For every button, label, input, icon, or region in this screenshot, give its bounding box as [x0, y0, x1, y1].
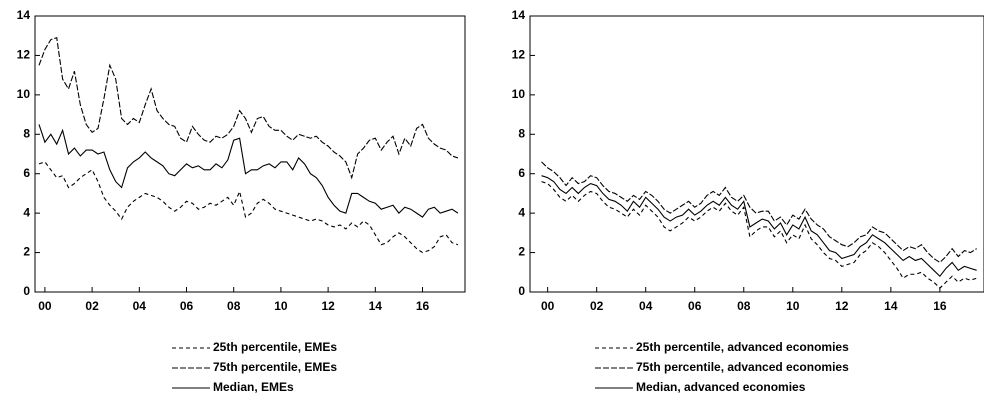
y-tick-label: 0 [518, 284, 525, 298]
series-line [38, 36, 459, 180]
legend-label: Median, advanced economies [636, 380, 806, 394]
legend-label: 75th percentile, advanced economies [636, 360, 849, 374]
x-tick-label: 00 [541, 299, 555, 313]
plot-frame [529, 15, 984, 293]
y-tick-label: 2 [23, 245, 30, 259]
series-line [541, 161, 977, 264]
x-tick-label: 12 [835, 299, 849, 313]
series-line [541, 181, 977, 289]
y-tick-label: 12 [512, 48, 526, 62]
legend-label: 25th percentile, EMEs [213, 340, 337, 354]
x-tick-label: 14 [884, 299, 898, 313]
x-tick-label: 16 [933, 299, 947, 313]
y-tick-label: 12 [17, 48, 31, 62]
plot-frame [34, 15, 466, 293]
x-tick-label: 06 [180, 299, 194, 313]
x-tick-label: 02 [590, 299, 604, 313]
y-tick-label: 14 [17, 8, 31, 22]
x-tick-label: 10 [786, 299, 800, 313]
x-tick-label: 08 [227, 299, 241, 313]
x-tick-label: 02 [85, 299, 99, 313]
x-tick-label: 04 [133, 299, 147, 313]
series-line [38, 124, 459, 218]
series-line [38, 161, 459, 254]
y-tick-label: 10 [17, 87, 31, 101]
y-tick-label: 14 [512, 8, 526, 22]
y-tick-label: 6 [23, 166, 30, 180]
y-tick-label: 0 [23, 284, 30, 298]
legend-label: 25th percentile, advanced economies [636, 340, 849, 354]
x-tick-label: 10 [274, 299, 288, 313]
y-tick-label: 10 [512, 87, 526, 101]
y-tick-label: 8 [518, 126, 525, 140]
x-tick-label: 16 [416, 299, 430, 313]
x-tick-label: 06 [688, 299, 702, 313]
series-line [541, 175, 977, 278]
x-tick-label: 00 [38, 299, 52, 313]
y-tick-label: 4 [518, 205, 525, 219]
y-tick-label: 6 [518, 166, 525, 180]
legend-label: Median, EMEs [213, 380, 294, 394]
y-tick-label: 8 [23, 126, 30, 140]
y-tick-label: 4 [23, 205, 30, 219]
legend-label: 75th percentile, EMEs [213, 360, 337, 374]
x-tick-label: 12 [321, 299, 335, 313]
x-tick-label: 04 [639, 299, 653, 313]
y-tick-label: 2 [518, 245, 525, 259]
x-tick-label: 14 [369, 299, 383, 313]
x-tick-label: 08 [737, 299, 751, 313]
